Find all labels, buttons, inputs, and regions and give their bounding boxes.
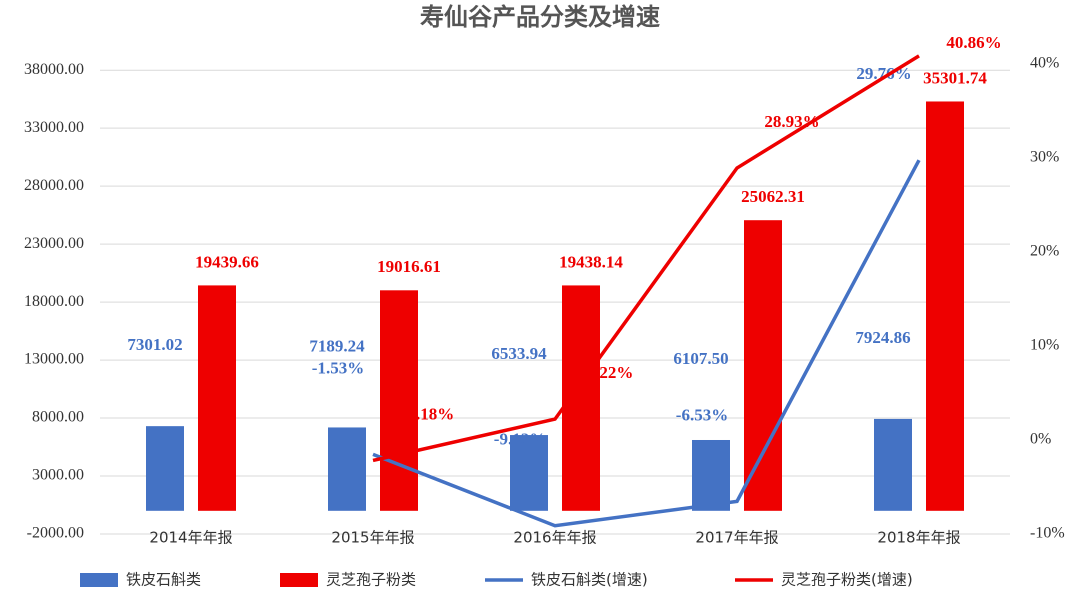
bar xyxy=(328,427,366,511)
legend-label: 铁皮石斛类(增速) xyxy=(531,571,648,589)
x-tick-label: 2016年年报 xyxy=(513,529,596,547)
y2-tick-label: -10% xyxy=(1030,525,1065,542)
data-label: 19016.61 xyxy=(377,257,441,276)
legend-label: 灵芝孢子粉类 xyxy=(326,571,416,589)
data-label: 19439.66 xyxy=(195,252,259,271)
bar xyxy=(562,285,600,511)
y2-tick-label: 30% xyxy=(1030,149,1059,166)
bar xyxy=(874,418,912,511)
data-label: 6533.94 xyxy=(491,344,547,363)
data-label: 7924.86 xyxy=(855,328,910,347)
chart-title: 寿仙谷产品分类及增速 xyxy=(420,3,660,31)
bar xyxy=(380,290,418,511)
x-tick-label: 2015年年报 xyxy=(331,529,414,547)
x-tick-label: 2018年年报 xyxy=(877,529,960,547)
x-tick-label: 2017年年报 xyxy=(695,529,778,547)
y2-tick-label: 0% xyxy=(1030,431,1051,448)
bar xyxy=(744,220,782,511)
data-label: 7301.02 xyxy=(127,335,182,354)
line xyxy=(372,159,921,528)
y-tick-label: 33000.00 xyxy=(24,119,84,136)
bar xyxy=(146,426,184,511)
data-label: 7189.24 xyxy=(309,336,365,355)
bar xyxy=(510,435,548,511)
legend-swatch xyxy=(80,573,118,587)
data-label: 19438.14 xyxy=(559,252,623,271)
legend-swatch xyxy=(280,573,318,587)
data-label: 25062.31 xyxy=(741,187,805,206)
data-label: 2.22% xyxy=(587,363,634,382)
data-label: -1.53% xyxy=(312,358,364,377)
data-label: 6107.50 xyxy=(673,349,728,368)
y-tick-label: 18000.00 xyxy=(24,293,84,310)
data-label: 40.86% xyxy=(946,33,1001,52)
y-tick-label: 3000.00 xyxy=(32,467,84,484)
bar xyxy=(198,285,236,511)
y2-tick-label: 20% xyxy=(1030,243,1059,260)
data-label: 28.93% xyxy=(764,112,819,131)
data-label: -9.12% xyxy=(494,430,546,449)
y-tick-label: 8000.00 xyxy=(32,409,84,426)
y-tick-label: -2000.00 xyxy=(27,525,84,542)
x-tick-label: 2014年年报 xyxy=(149,529,232,547)
legend-label: 铁皮石斛类 xyxy=(126,571,201,589)
y-tick-label: 38000.00 xyxy=(24,61,84,78)
y2-tick-label: 10% xyxy=(1030,337,1059,354)
data-label: 35301.74 xyxy=(923,68,987,87)
line xyxy=(372,54,920,463)
bar xyxy=(926,101,964,511)
data-label: -6.53% xyxy=(676,405,728,424)
y-tick-label: 13000.00 xyxy=(24,351,84,368)
bar xyxy=(692,439,730,511)
legend-label: 灵芝孢子粉类(增速) xyxy=(781,571,913,589)
y-tick-label: 23000.00 xyxy=(24,235,84,252)
data-label: -2.18% xyxy=(402,404,454,423)
y2-tick-label: 40% xyxy=(1030,55,1059,72)
y-tick-label: 28000.00 xyxy=(24,177,84,194)
